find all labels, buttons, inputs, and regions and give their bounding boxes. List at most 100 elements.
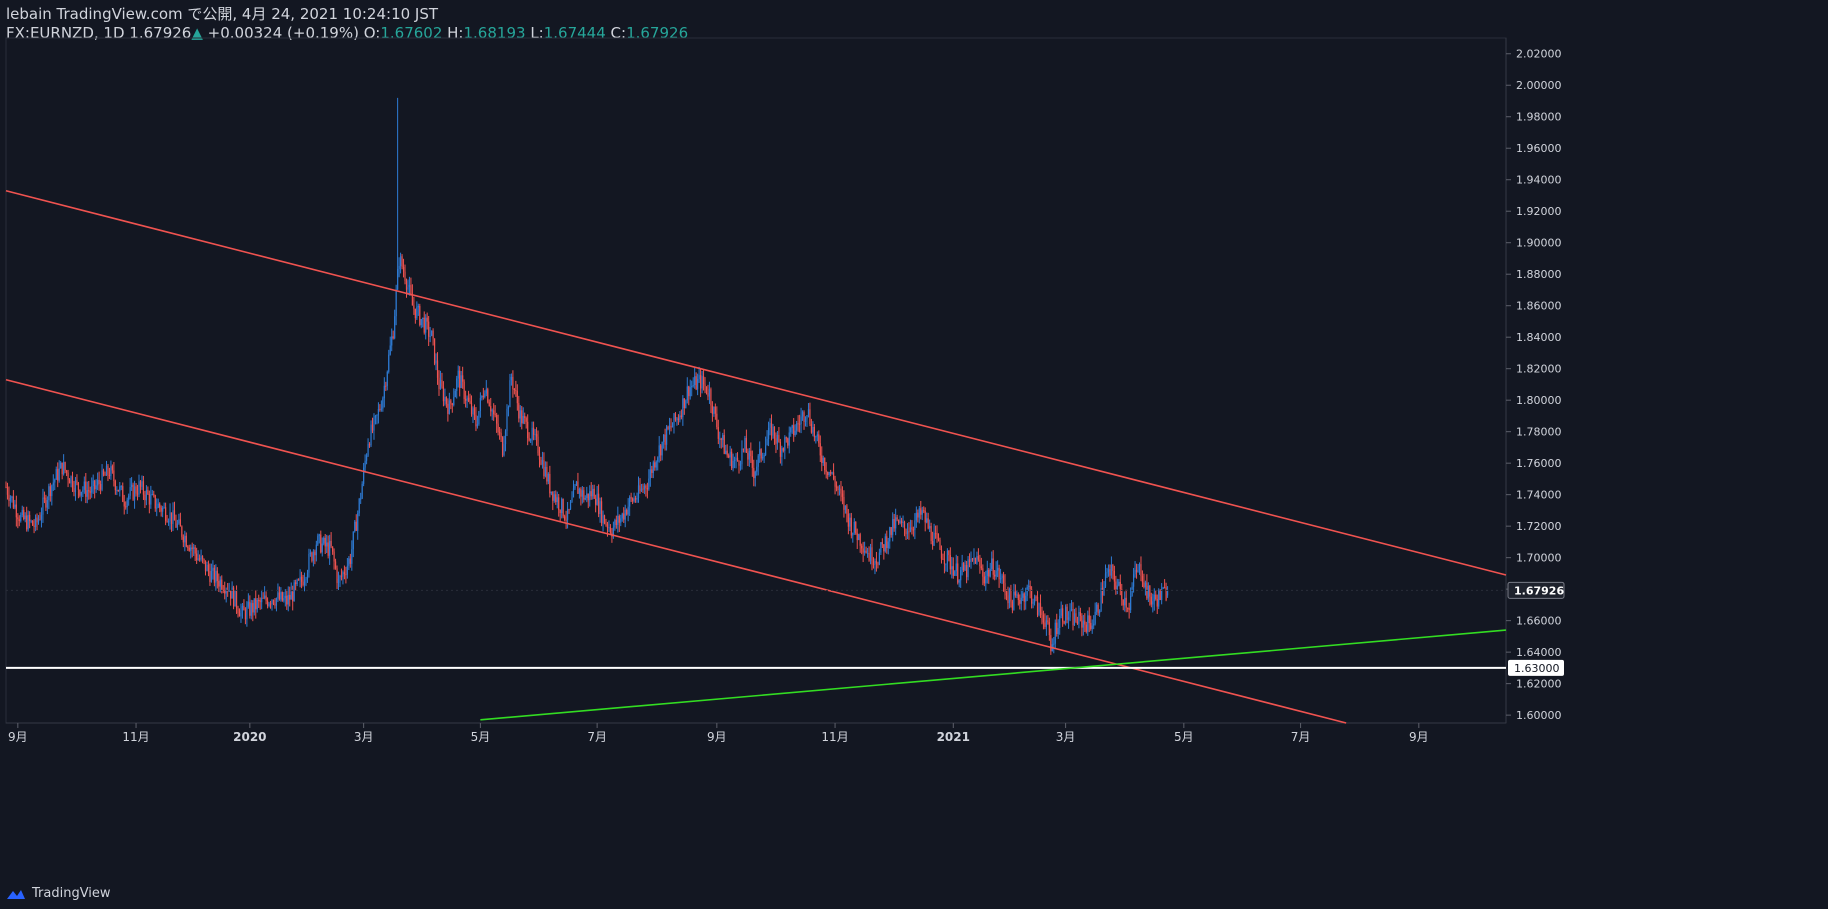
candle-body bbox=[55, 469, 57, 480]
candle-body bbox=[82, 489, 84, 492]
candle-body bbox=[620, 518, 622, 523]
candle-body bbox=[493, 410, 495, 415]
candle-body bbox=[626, 509, 628, 515]
candle-body bbox=[757, 455, 759, 467]
candle-body bbox=[632, 498, 634, 502]
candle-body bbox=[126, 499, 128, 508]
candle-body bbox=[1053, 643, 1055, 645]
candle-body bbox=[778, 434, 780, 442]
candle-body bbox=[547, 474, 549, 482]
candle-body bbox=[725, 450, 727, 454]
candle-body bbox=[1143, 582, 1145, 588]
candle-body bbox=[488, 402, 490, 407]
candle-body bbox=[348, 558, 350, 566]
candle-body bbox=[989, 569, 991, 577]
candle-body bbox=[1082, 620, 1084, 628]
candle-body bbox=[125, 506, 127, 508]
candle-body bbox=[516, 391, 518, 404]
candle-body bbox=[991, 558, 993, 570]
candle-body bbox=[479, 397, 481, 412]
candle-body bbox=[160, 507, 162, 512]
y-tick-label: 1.88000 bbox=[1516, 268, 1562, 281]
candle-body bbox=[262, 597, 264, 599]
candle-body bbox=[671, 425, 674, 428]
candle-body bbox=[543, 460, 545, 477]
support-price-tag bbox=[1508, 659, 1564, 676]
candle-body bbox=[332, 546, 334, 552]
candle-body bbox=[552, 491, 554, 501]
candle-body bbox=[760, 449, 762, 459]
candle-body bbox=[380, 408, 382, 410]
candle-body bbox=[825, 470, 827, 472]
candle-body bbox=[1130, 596, 1132, 611]
candle-body bbox=[711, 405, 714, 414]
candle-body bbox=[699, 375, 702, 389]
candle-body bbox=[977, 556, 980, 560]
candle-body bbox=[206, 564, 208, 572]
up-arrow-icon: ▲ bbox=[191, 24, 203, 42]
candle-body bbox=[333, 551, 335, 562]
candle-body bbox=[200, 556, 202, 560]
candle-body bbox=[955, 563, 957, 572]
y-tick-label: 1.72000 bbox=[1516, 520, 1562, 533]
candle-body bbox=[228, 590, 230, 592]
candle-body bbox=[163, 507, 165, 509]
candle-body bbox=[157, 503, 159, 508]
candle-body bbox=[900, 520, 903, 523]
candle-body bbox=[83, 481, 85, 490]
candle-body bbox=[595, 498, 597, 505]
candle-body bbox=[685, 400, 687, 408]
candle-body bbox=[1094, 611, 1096, 624]
candle-body bbox=[33, 525, 35, 528]
candle-body bbox=[738, 460, 740, 466]
candle-body bbox=[769, 423, 771, 428]
candle-body bbox=[605, 523, 607, 525]
candle-body bbox=[395, 289, 397, 317]
candle-body bbox=[937, 538, 940, 540]
candle-body bbox=[1069, 610, 1071, 618]
candle-body bbox=[691, 386, 693, 388]
candle-body bbox=[766, 438, 768, 446]
candle-body bbox=[796, 423, 798, 431]
candle-body bbox=[908, 531, 910, 533]
candle-body bbox=[965, 565, 968, 578]
candle-body bbox=[241, 605, 244, 611]
candle-body bbox=[689, 387, 691, 397]
candle-body bbox=[467, 397, 470, 402]
rising-trendline bbox=[480, 629, 1507, 721]
candle-body bbox=[852, 532, 854, 536]
candle-body bbox=[40, 514, 43, 520]
candle-body bbox=[51, 485, 53, 497]
candle-body bbox=[630, 497, 632, 499]
candle-body bbox=[837, 486, 839, 491]
candle-body bbox=[324, 537, 326, 547]
candle-body bbox=[462, 375, 464, 382]
candle-body bbox=[1121, 589, 1123, 600]
candle-body bbox=[402, 267, 405, 272]
candle-body bbox=[410, 284, 412, 294]
candle-body bbox=[877, 563, 879, 565]
candle-body bbox=[788, 432, 790, 446]
candle-body bbox=[670, 425, 672, 428]
y-tick-label: 1.86000 bbox=[1516, 300, 1562, 313]
candle-body bbox=[660, 445, 662, 456]
candle-body bbox=[261, 597, 263, 603]
candle-body bbox=[154, 495, 156, 509]
candle-body bbox=[1073, 613, 1076, 626]
candle-body bbox=[704, 384, 706, 387]
candle-body bbox=[166, 520, 168, 522]
candle-body bbox=[469, 401, 471, 403]
candle-body bbox=[946, 550, 948, 564]
candle-body bbox=[772, 426, 774, 436]
candle-body bbox=[736, 457, 739, 461]
y-tick-label: 1.70000 bbox=[1516, 552, 1562, 565]
candle-body bbox=[201, 556, 204, 560]
candle-body bbox=[527, 421, 529, 439]
candle-body bbox=[67, 472, 69, 480]
candle-body bbox=[1019, 599, 1021, 604]
candle-body bbox=[1007, 595, 1009, 604]
candle-body bbox=[537, 436, 539, 454]
candle-body bbox=[188, 547, 190, 551]
candle-body bbox=[767, 427, 770, 439]
